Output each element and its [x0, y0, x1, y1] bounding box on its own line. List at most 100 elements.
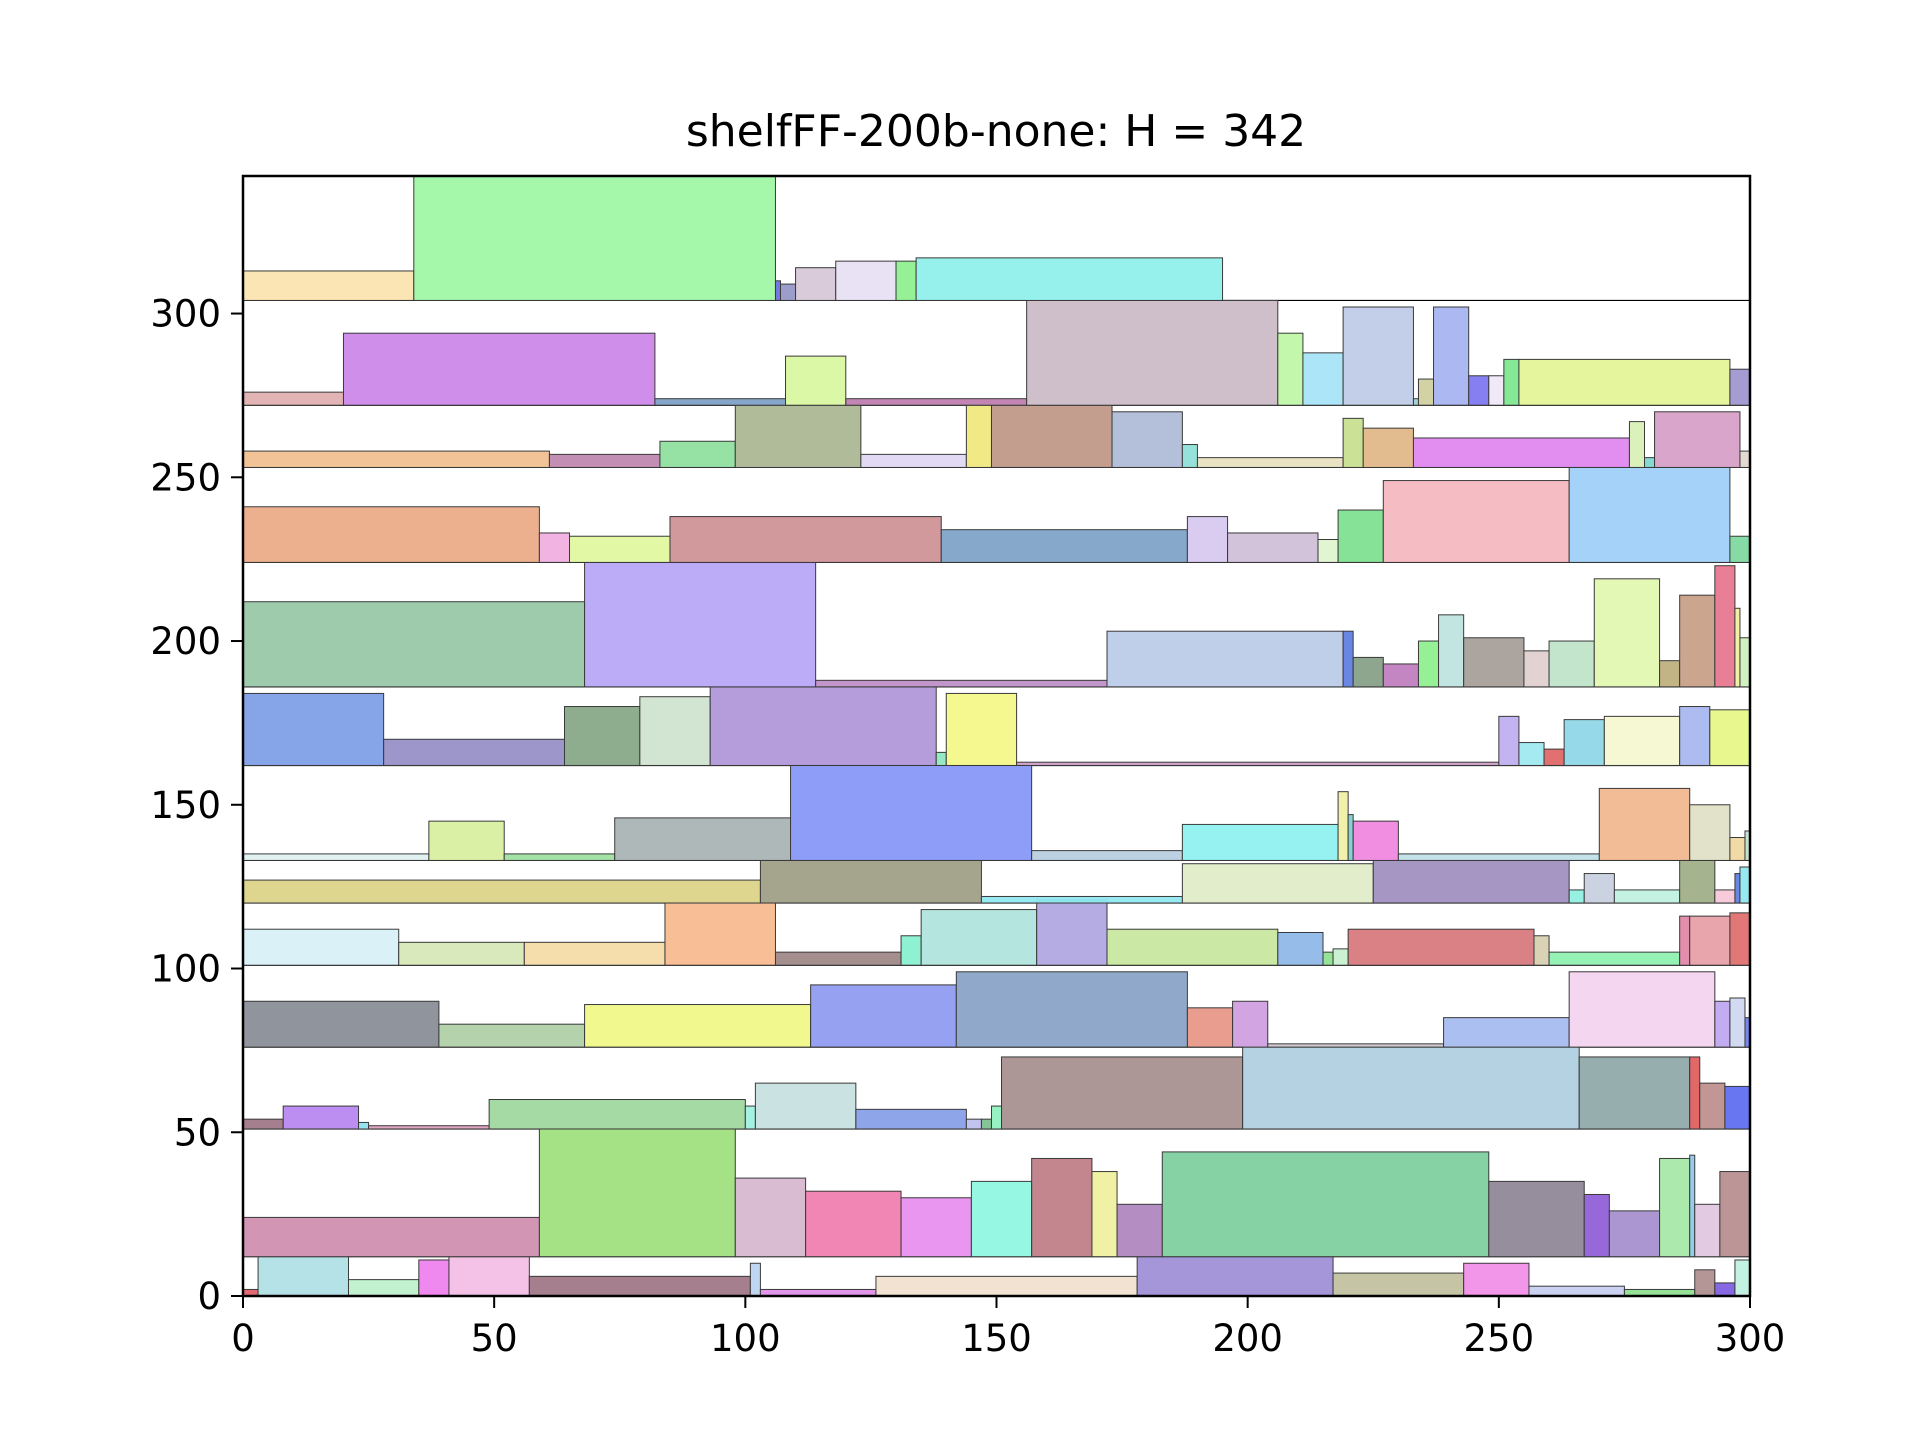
packed-rect: [1563, 719, 1605, 766]
packed-rect: [1001, 1056, 1244, 1130]
y-tick-label: 0: [197, 1275, 221, 1318]
packed-rect: [1317, 539, 1339, 563]
packed-rect: [980, 895, 1183, 904]
packed-rect: [1583, 873, 1615, 904]
packed-rect: [1709, 709, 1751, 766]
chart-title: shelfFF-200b-none: H = 342: [686, 106, 1306, 157]
packed-rect: [875, 1275, 1138, 1297]
packed-rect: [614, 817, 792, 861]
packed-rect: [548, 453, 661, 468]
packed-rect: [1729, 368, 1751, 406]
packed-rect: [1352, 820, 1399, 861]
packed-rect: [1468, 375, 1490, 406]
packed-rect: [1106, 928, 1279, 966]
packed-rect: [749, 1262, 761, 1297]
packed-rect: [538, 532, 571, 563]
packed-rect: [1523, 650, 1550, 688]
packed-rect: [1659, 660, 1681, 688]
y-tick-label: 150: [150, 784, 221, 827]
packed-rect: [1417, 640, 1440, 688]
packed-rect: [1603, 715, 1681, 766]
packed-rect: [1031, 1157, 1093, 1258]
packed-rect: [734, 404, 862, 468]
packed-rect: [915, 257, 1224, 301]
packed-rect: [990, 1105, 1003, 1130]
packed-rect: [990, 404, 1113, 468]
packed-rect: [1337, 791, 1349, 861]
packed-rect: [1433, 306, 1470, 406]
x-tick-label: 150: [961, 1317, 1032, 1360]
packed-rect: [1412, 437, 1630, 468]
packed-rect: [1186, 1007, 1234, 1048]
packed-rect: [1593, 578, 1661, 688]
packed-rect: [1488, 375, 1505, 406]
packed-rect: [242, 692, 385, 766]
packed-rect: [1342, 417, 1364, 468]
packed-rect: [1277, 332, 1304, 406]
packed-rect: [1111, 411, 1183, 468]
packed-rect: [1568, 889, 1585, 904]
packed-rect: [342, 332, 656, 406]
packed-rect: [1091, 1171, 1118, 1258]
packed-rect: [900, 935, 922, 966]
packed-rect: [1548, 640, 1595, 688]
packed-rect: [1382, 663, 1419, 688]
packed-rect: [242, 879, 761, 904]
packed-rect: [242, 928, 400, 966]
packed-rect: [970, 1180, 1033, 1258]
packed-rect: [1031, 850, 1183, 861]
packed-rect: [1568, 466, 1731, 563]
packed-rect: [1714, 1282, 1736, 1297]
packed-rect: [935, 751, 947, 766]
packed-rect: [659, 440, 736, 468]
packed-rect: [1694, 1269, 1716, 1297]
packed-rect: [488, 1099, 746, 1130]
plot-area: [241, 174, 1752, 1298]
packed-rect: [980, 1118, 992, 1130]
packed-rect: [774, 951, 902, 966]
packed-rect: [1277, 931, 1324, 966]
x-tick-label: 300: [1715, 1317, 1786, 1360]
x-tick-label: 0: [231, 1317, 255, 1360]
packed-rect: [1181, 444, 1198, 468]
packed-rect: [1689, 915, 1731, 966]
packed-rect: [1734, 1259, 1751, 1297]
packed-rect: [538, 1128, 736, 1258]
packed-rect: [1342, 630, 1354, 688]
packed-rect: [1463, 1262, 1530, 1297]
packed-rect: [358, 1121, 370, 1130]
packed-rect: [1598, 787, 1691, 861]
packed-rect: [1528, 1285, 1625, 1297]
x-tick-label: 250: [1464, 1317, 1535, 1360]
packed-rect: [1654, 411, 1741, 468]
packed-rect: [965, 404, 992, 468]
packed-rect: [1016, 761, 1500, 766]
packed-rect: [1438, 614, 1465, 688]
packed-rect: [1382, 480, 1570, 563]
packed-rect: [1352, 656, 1384, 688]
packed-rectangles: [242, 175, 1751, 1297]
packed-rect: [1739, 637, 1751, 688]
packed-rect: [759, 859, 982, 904]
packed-rect: [1181, 863, 1374, 904]
packed-rect: [1583, 1193, 1610, 1258]
packed-rect: [368, 1125, 490, 1130]
packed-rect: [1714, 1000, 1731, 1048]
packed-rect: [242, 601, 586, 688]
packed-rect: [1719, 1171, 1751, 1258]
packed-rect: [1689, 804, 1731, 861]
packed-rect: [1689, 1056, 1701, 1130]
packed-rect: [945, 692, 1018, 766]
packed-rect: [242, 391, 344, 406]
packed-rect: [805, 1190, 902, 1258]
packed-rect: [438, 1023, 586, 1048]
packed-rect: [242, 506, 540, 563]
packed-rect: [584, 1004, 812, 1048]
packed-rect: [669, 516, 942, 563]
y-tick-label: 300: [150, 293, 221, 336]
packed-rect: [1443, 1017, 1570, 1048]
packed-rect: [1267, 1043, 1445, 1048]
y-axis: 0 50 100 150 200 250 300: [150, 293, 243, 1318]
packed-rect: [1578, 1056, 1691, 1130]
